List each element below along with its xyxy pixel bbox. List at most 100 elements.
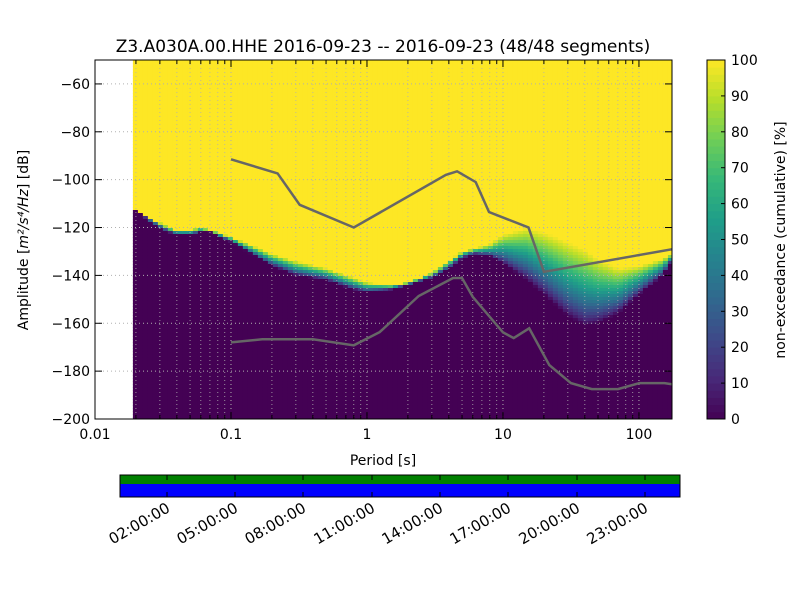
heatmap-cell <box>227 234 234 238</box>
heatmap-cell <box>297 186 304 190</box>
heatmap-cell <box>297 219 304 223</box>
heatmap-cell <box>247 150 254 154</box>
heatmap-cell <box>277 75 284 79</box>
heatmap-cell <box>267 336 274 340</box>
heatmap-cell <box>302 60 309 64</box>
heatmap-cell <box>292 165 299 169</box>
heatmap-cell <box>247 408 254 412</box>
heatmap-cell <box>227 321 234 325</box>
heatmap-cell <box>242 399 249 403</box>
heatmap-cell <box>147 369 154 373</box>
heatmap-cell <box>307 396 314 400</box>
heatmap-cell <box>277 114 284 118</box>
heatmap-cell <box>287 96 294 100</box>
heatmap-cell <box>207 381 214 385</box>
heatmap-cell <box>302 102 309 106</box>
heatmap-cell <box>137 66 144 70</box>
heatmap-cell <box>232 393 239 397</box>
heatmap-cell <box>252 342 259 346</box>
heatmap-cell <box>217 66 224 70</box>
heatmap-cell <box>287 393 294 397</box>
heatmap-cell <box>217 72 224 76</box>
heatmap-cell <box>162 186 169 190</box>
heatmap-cell <box>227 198 234 202</box>
heatmap-cell <box>267 222 274 226</box>
heatmap-cell <box>197 156 204 160</box>
heatmap-cell <box>247 78 254 82</box>
heatmap-cell <box>167 348 174 352</box>
heatmap-cell <box>267 408 274 412</box>
heatmap-cell <box>262 165 269 169</box>
heatmap-cell <box>192 366 199 370</box>
heatmap-cell <box>217 321 224 325</box>
heatmap-cell <box>217 339 224 343</box>
heatmap-cell <box>262 189 269 193</box>
heatmap-cell <box>282 87 289 91</box>
heatmap-cell <box>247 84 254 88</box>
heatmap-cell <box>272 387 279 391</box>
heatmap-cell <box>267 63 274 67</box>
heatmap-cell <box>302 96 309 100</box>
heatmap-cell <box>187 111 194 115</box>
heatmap-cell <box>182 249 189 253</box>
heatmap-cell <box>147 330 154 334</box>
heatmap-cell <box>217 207 224 211</box>
heatmap-cell <box>247 402 254 406</box>
heatmap-cell <box>242 378 249 382</box>
heatmap-cell <box>187 123 194 127</box>
heatmap-cell <box>197 213 204 217</box>
heatmap-cell <box>167 375 174 379</box>
heatmap-cell <box>277 93 284 97</box>
heatmap-cell <box>307 345 314 349</box>
heatmap-cell <box>157 207 164 211</box>
heatmap-cell <box>142 279 149 283</box>
heatmap-cell <box>257 234 264 238</box>
heatmap-cell <box>272 345 279 349</box>
heatmap-cell <box>162 255 169 259</box>
heatmap-cell <box>187 207 194 211</box>
heatmap-cell <box>157 330 164 334</box>
heatmap-cell <box>142 354 149 358</box>
heatmap-cell <box>212 354 219 358</box>
heatmap-cell <box>237 174 244 178</box>
heatmap-cell <box>152 159 159 163</box>
heatmap-cell <box>172 87 179 91</box>
heatmap-cell <box>282 237 289 241</box>
heatmap-cell <box>227 153 234 157</box>
heatmap-cell <box>217 171 224 175</box>
heatmap-cell <box>202 102 209 106</box>
heatmap-cell <box>287 264 294 268</box>
heatmap-cell <box>207 195 214 199</box>
heatmap-cell <box>307 366 314 370</box>
heatmap-cell <box>287 234 294 238</box>
heatmap-cell <box>202 393 209 397</box>
heatmap-cell <box>277 198 284 202</box>
heatmap-cell <box>302 123 309 127</box>
heatmap-cell <box>172 336 179 340</box>
heatmap-cell <box>307 102 314 106</box>
heatmap-cell <box>182 366 189 370</box>
heatmap-cell <box>227 348 234 352</box>
heatmap-cell <box>142 261 149 265</box>
heatmap-cell <box>197 318 204 322</box>
heatmap-cell <box>257 228 264 232</box>
heatmap-cell <box>297 144 304 148</box>
heatmap-cell <box>212 147 219 151</box>
heatmap-cell <box>282 288 289 292</box>
heatmap-cell <box>307 282 314 286</box>
heatmap-cell <box>192 159 199 163</box>
heatmap-cell <box>212 99 219 103</box>
heatmap-cell <box>167 90 174 94</box>
heatmap-cell <box>262 75 269 79</box>
heatmap-cell <box>152 84 159 88</box>
heatmap-cell <box>212 294 219 298</box>
heatmap-cell <box>222 195 229 199</box>
heatmap-cell <box>307 225 314 229</box>
heatmap-cell <box>277 153 284 157</box>
heatmap-cell <box>252 387 259 391</box>
heatmap-cell <box>172 246 179 250</box>
heatmap-cell <box>262 363 269 367</box>
heatmap-cell <box>167 276 174 280</box>
heatmap-cell <box>237 204 244 208</box>
heatmap-cell <box>257 312 264 316</box>
